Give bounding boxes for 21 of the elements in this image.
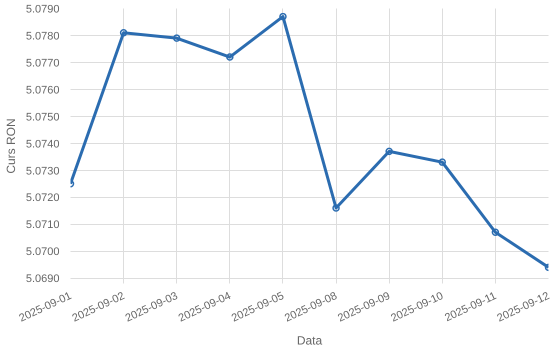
y-tick-label: 5.0690 <box>26 273 60 286</box>
y-tick-label: 5.0790 <box>26 4 60 16</box>
point <box>226 53 234 61</box>
point <box>172 34 180 42</box>
y-tick-label: 5.0700 <box>26 246 60 258</box>
point <box>120 29 128 37</box>
y-tick-label: 5.0770 <box>26 57 60 70</box>
point <box>385 148 393 156</box>
point <box>332 204 340 212</box>
y-tick-label: 5.0760 <box>26 84 60 96</box>
y-tick-label: 5.0740 <box>26 138 60 150</box>
point <box>438 158 446 166</box>
point <box>492 228 500 236</box>
x-axis-title: Data <box>296 334 322 348</box>
y-tick-label: 5.0780 <box>26 30 60 42</box>
y-tick-label: 5.0750 <box>26 111 60 124</box>
y-axis-title: Curs RON <box>4 118 18 174</box>
y-tick-label: 5.0720 <box>26 192 60 204</box>
point <box>279 12 287 20</box>
y-tick-label: 5.0730 <box>26 165 60 178</box>
y-tick-label: 5.0710 <box>26 219 60 232</box>
